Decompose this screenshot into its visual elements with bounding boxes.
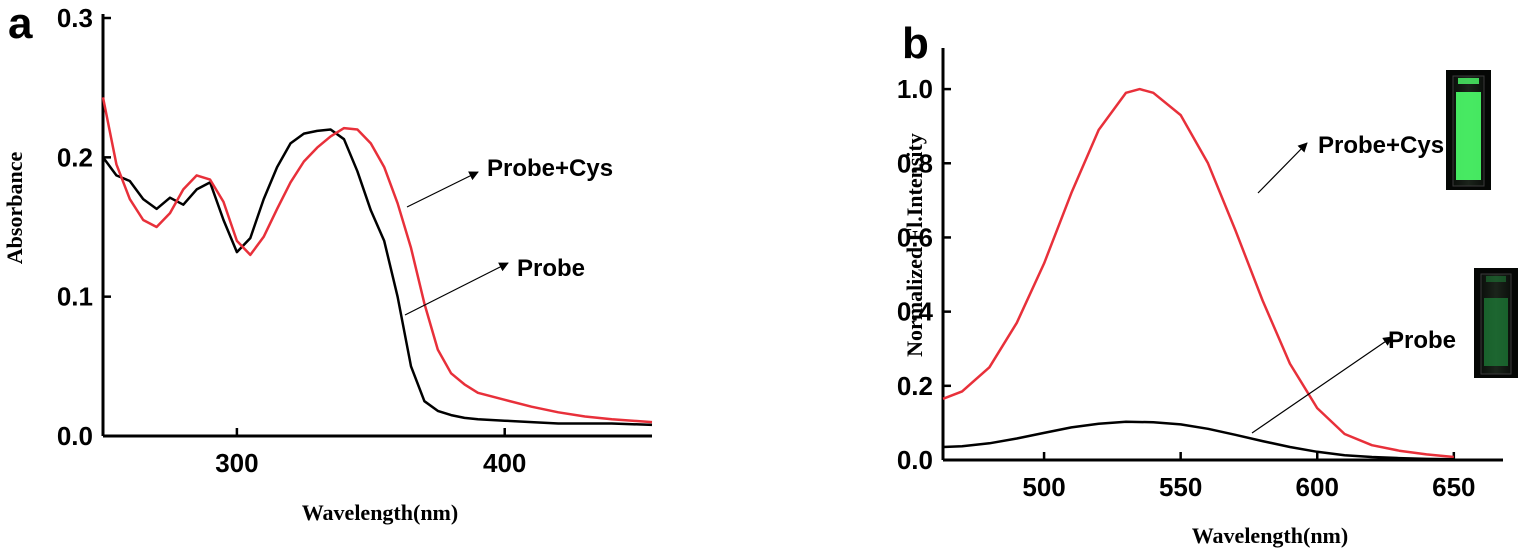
x-axis-title-a: Wavelength(nm) (302, 500, 458, 525)
y-tick-label-b: 0.8 (897, 148, 933, 178)
cuvette-rim-glow (1458, 78, 1479, 84)
series-line-probe-cys-a (101, 97, 653, 424)
panel-label-a: a (8, 0, 33, 48)
y-axis-title-b: Normalized Fl.Intensity (902, 133, 927, 357)
cuvette-photo-probe-cys (1446, 70, 1491, 190)
annotations-a: Probe+Cys Probe (404, 155, 613, 316)
cuvette-rim-glow (1486, 276, 1506, 282)
annotation-label-probe-cys-b: Probe+Cys (1318, 132, 1444, 159)
x-tick-label-b: 600 (1296, 472, 1339, 502)
axes-b: 0.0 0.2 0.4 0.6 0.8 1.0 500 550 600 650 (897, 48, 1503, 502)
y-tick-label-b: 0.6 (897, 222, 933, 252)
x-tick-label-a: 300 (215, 448, 258, 478)
annotation-arrow-probe-cys-a (406, 171, 479, 208)
y-tick-label-b: 0.4 (897, 297, 934, 327)
panel-label-b: b (902, 19, 929, 68)
y-tick-label-b: 0.2 (897, 371, 933, 401)
y-tick-label-b: 1.0 (897, 74, 933, 104)
annotation-arrow-probe-a (404, 262, 509, 316)
panel-a: a 0.0 0.1 0.2 0.3 300 400 Probe+Cys Probe Wave… (2, 0, 653, 525)
y-tick-label-b: 0.0 (897, 445, 933, 475)
x-tick-label-a: 400 (483, 448, 526, 478)
axes-a: 0.0 0.1 0.2 0.3 300 400 (57, 3, 652, 478)
series-line-probe-cys-b (942, 87, 1454, 459)
y-tick-label-a: 0.2 (57, 142, 93, 172)
y-tick-label-a: 0.1 (57, 282, 93, 312)
cuvette-insets-b (1446, 70, 1518, 378)
y-axis-title-a: Absorbance (2, 152, 27, 265)
panel-b: b 0.0 0.2 0.4 0.6 0.8 1.0 500 550 600 650 Probe+C… (897, 19, 1518, 548)
annotation-label-probe-cys-a: Probe+Cys (487, 155, 613, 182)
fluorescent-solution (1484, 298, 1508, 366)
x-tick-label-b: 650 (1432, 472, 1475, 502)
annotation-arrow-probe-cys-b (1257, 142, 1308, 194)
series-lines-a (101, 97, 653, 427)
x-tick-label-b: 550 (1159, 472, 1202, 502)
annotation-label-probe-a: Probe (517, 255, 585, 282)
annotation-label-probe-b: Probe (1388, 327, 1456, 354)
cuvette-photo-probe (1474, 268, 1518, 378)
series-lines-b (942, 87, 1454, 461)
series-line-probe-b (942, 420, 1454, 461)
series-line-probe-a (101, 128, 653, 427)
fluorescent-solution (1456, 92, 1481, 180)
y-tick-label-a: 0.3 (57, 3, 93, 33)
annotation-arrow-probe-b (1251, 336, 1393, 434)
x-tick-label-b: 500 (1022, 472, 1065, 502)
y-tick-label-a: 0.0 (57, 421, 93, 451)
annotations-b: Probe+Cys Probe (1251, 132, 1456, 434)
x-axis-title-b: Wavelength(nm) (1192, 523, 1348, 548)
